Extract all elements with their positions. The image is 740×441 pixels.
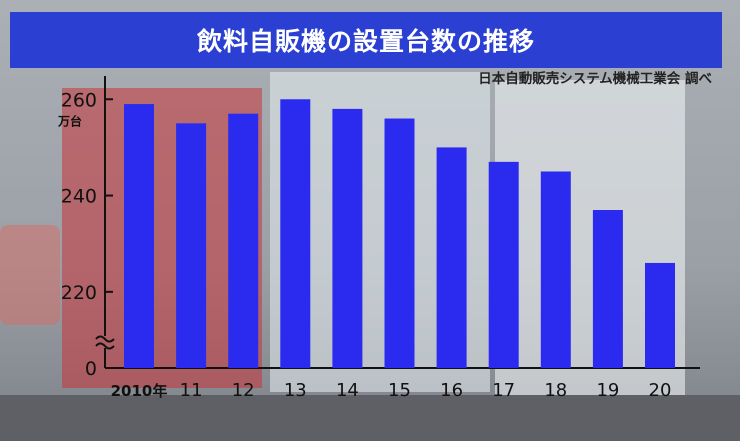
x-tick-label: 11: [180, 380, 203, 401]
x-tick-label: 17: [492, 380, 515, 401]
y-tick-label-zero: 0: [85, 358, 97, 380]
title-bar: 飲料自販機の設置台数の推移: [10, 12, 722, 68]
source-note: 日本自動販売システム機械工業会 調べ: [478, 71, 712, 87]
y-unit-label: 万台: [57, 113, 82, 128]
x-tick-label: 19: [596, 380, 619, 401]
background-floor: [0, 395, 740, 441]
axis-break-mark-upper: [95, 335, 115, 343]
bar-19: [592, 210, 623, 368]
bar-14: [332, 108, 363, 368]
chart-title: 飲料自販機の設置台数の推移: [196, 27, 535, 56]
x-tick-label: 14: [336, 380, 359, 401]
y-tick-label: 220: [61, 282, 97, 304]
x-tick-label: 15: [388, 380, 411, 401]
bar-16: [436, 147, 467, 368]
bar-13: [280, 99, 311, 368]
y-tick-label: 240: [61, 186, 97, 208]
bar-layer: [124, 99, 675, 369]
axis-break-mark-lower: [95, 342, 115, 350]
bar-2010年: [124, 104, 154, 369]
x-tick-label: 13: [284, 380, 307, 401]
x-tick-label: 18: [544, 380, 567, 401]
bar-15: [384, 118, 415, 368]
x-tick-label: 12: [232, 380, 255, 401]
x-tick-label: 20: [649, 380, 672, 401]
bar-18: [540, 171, 571, 368]
y-tick-label: 260: [61, 89, 97, 111]
bar-17: [488, 161, 519, 368]
x-tick-label: 2010年: [111, 382, 168, 400]
label-layer: 220 240 260 0 万台 2010年 11 12 13 14 15 16 17 18 19 20: [57, 89, 671, 401]
bar-11: [176, 123, 207, 368]
chart-panel: 飲料自販機の設置台数の推移 日本自動販売システム機械工業会 調べ: [10, 0, 722, 441]
x-tick-label: 16: [440, 380, 463, 401]
background-person: [0, 225, 60, 325]
bar-20: [645, 262, 675, 368]
bar-12: [228, 113, 259, 368]
